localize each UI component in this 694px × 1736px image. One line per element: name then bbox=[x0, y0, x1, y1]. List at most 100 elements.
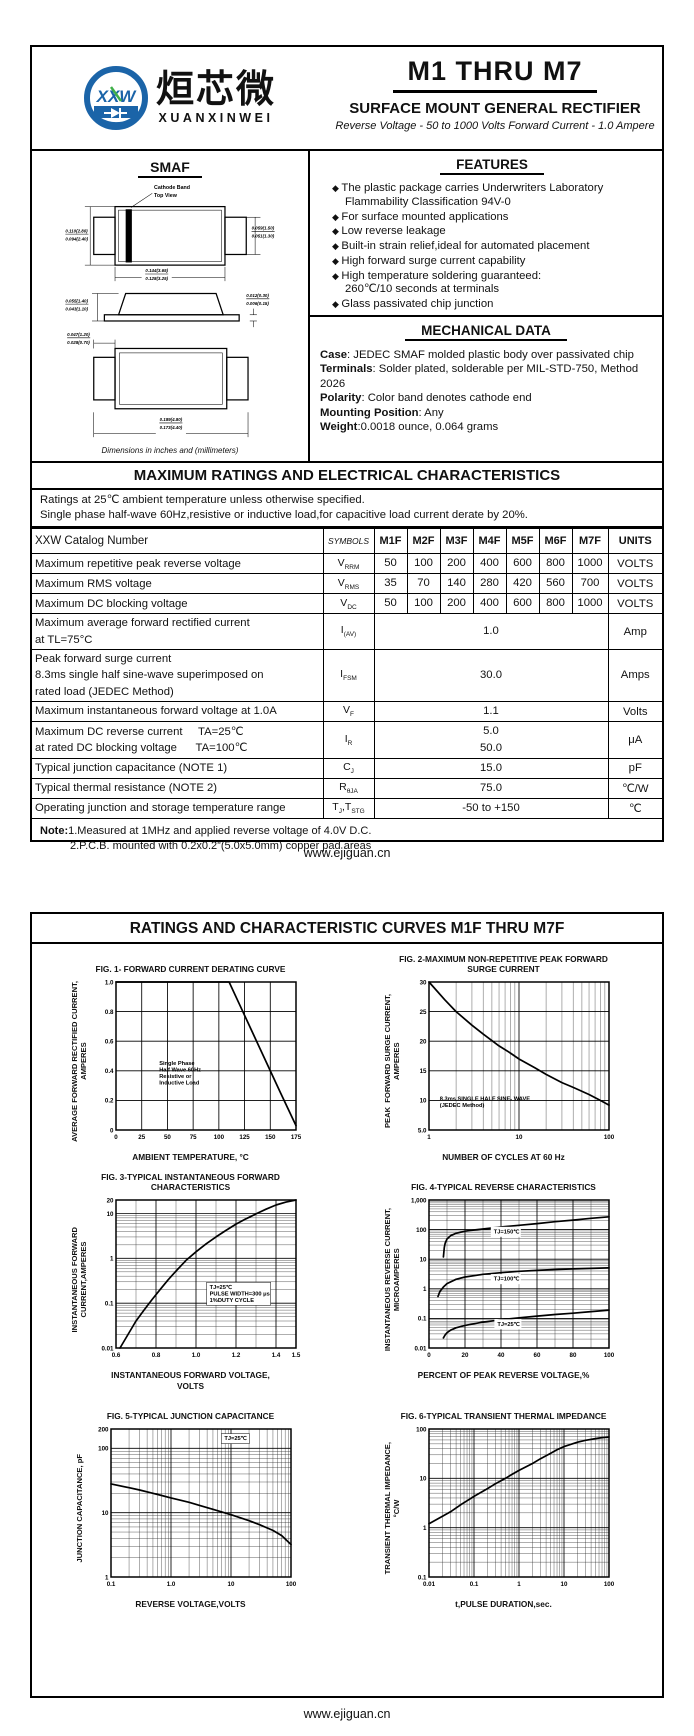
table-body: Maximum repetitive peak reverse voltage V… bbox=[32, 553, 662, 819]
svg-text:0.2: 0.2 bbox=[105, 1098, 114, 1105]
figure-2-xlabel: NUMBER OF CYCLES AT 60 Hz bbox=[442, 1152, 565, 1162]
parameter-unit: VOLTS bbox=[607, 553, 662, 575]
parameter-value: 50 bbox=[373, 593, 408, 615]
package-name: SMAF bbox=[138, 159, 202, 178]
figure-6-ylabel: TRANSIENT THERMAL IMPEDANCE, °C/W bbox=[383, 1441, 402, 1575]
figure-4-plot: 0 20 40 60 80 100 0.01 0.1 1 10 100 1,000 TJ=150℃ TJ=… bbox=[411, 1198, 615, 1360]
diode-icon bbox=[103, 108, 127, 118]
parameter-unit: pF bbox=[607, 757, 662, 779]
figure-6-title: FIG. 6-TYPICAL TRANSIENT THERMAL IMPEDAN… bbox=[400, 1411, 607, 1422]
svg-text:100: 100 bbox=[603, 1134, 614, 1141]
svg-text:1: 1 bbox=[427, 1134, 431, 1141]
figure-4-xlabel: PERCENT OF PEAK REVERSE VOLTAGE,% bbox=[417, 1370, 590, 1381]
svg-text:25: 25 bbox=[138, 1134, 145, 1141]
parameter-value: 200 bbox=[439, 553, 474, 575]
cathode-band-label: Cathode Band bbox=[154, 185, 190, 191]
svg-text:100: 100 bbox=[603, 1581, 614, 1588]
parameter-value: 100 bbox=[406, 553, 441, 575]
figure-2-plot: 1 10 100 5.0 10 15 20 25 30 8.3ms SINGLE HALF SIN… bbox=[418, 979, 615, 1141]
column-catalog-number: XXW Catalog Number bbox=[32, 528, 324, 555]
parameter-value: 50 bbox=[373, 553, 408, 575]
svg-text:0.1: 0.1 bbox=[105, 1301, 114, 1308]
parameter-value: 420 bbox=[505, 573, 540, 595]
tj-25C-curve bbox=[442, 1309, 610, 1340]
svg-text:40: 40 bbox=[497, 1352, 504, 1359]
parameter-value: -50 to +150 bbox=[373, 797, 609, 819]
page-subtitle: SURFACE MOUNT GENERAL RECTIFIER bbox=[349, 100, 641, 117]
figure-5-xlabel: REVERSE VOLTAGE,VOLTS bbox=[135, 1599, 246, 1610]
features-list: ◆ The plastic package carries Underwrite… bbox=[332, 182, 652, 312]
svg-text:1: 1 bbox=[423, 1525, 427, 1532]
footer-url[interactable]: www.ejiguan.cn bbox=[303, 846, 391, 860]
svg-text:1: 1 bbox=[423, 1286, 427, 1293]
parameter-value: 30.0 bbox=[373, 648, 609, 703]
figure-1-xlabel: AMBIENT TEMPERATURE, °C bbox=[132, 1152, 249, 1162]
figure-5: FIG. 5-TYPICAL JUNCTION CAPACITANCE JUNCT… bbox=[36, 1401, 346, 1609]
svg-text:0.8: 0.8 bbox=[151, 1352, 160, 1359]
column-part-m5f: M5F bbox=[505, 528, 540, 555]
parameter-value: 600 bbox=[505, 553, 540, 575]
charts-grid: FIG. 1- FORWARD CURRENT DERATING CURVE AV… bbox=[32, 944, 662, 1609]
svg-text:100: 100 bbox=[286, 1581, 297, 1588]
svg-text:20: 20 bbox=[419, 1039, 426, 1046]
svg-text:1.5: 1.5 bbox=[291, 1352, 300, 1359]
svg-text:20: 20 bbox=[106, 1198, 113, 1205]
header: XXW 烜芯微 XUANXINWEI M1 THRU M7 SURFACE MO… bbox=[32, 47, 662, 151]
condition-line: Single phase half-wave 60Hz,resistive or… bbox=[40, 508, 528, 521]
parameter-name: Maximum repetitive peak reverse voltage bbox=[32, 553, 324, 575]
table-row: Maximum repetitive peak reverse voltage V… bbox=[32, 553, 662, 575]
svg-text:175: 175 bbox=[290, 1134, 301, 1141]
parameter-value: 700 bbox=[571, 573, 609, 595]
svg-text:75: 75 bbox=[189, 1134, 196, 1141]
figure-1-plot: 0 25 50 75 100 125 150 175 0 0.2 0.4 0.6 0.8 1.0 Singl… bbox=[105, 979, 302, 1141]
svg-text:1.0: 1.0 bbox=[167, 1581, 176, 1588]
svg-text:20: 20 bbox=[461, 1352, 468, 1359]
parameter-name: Maximum DC blocking voltage bbox=[32, 593, 324, 615]
dim-height-max: 0.055(1.40) bbox=[65, 298, 88, 303]
parameter-value: 800 bbox=[538, 593, 573, 615]
mechanical-line: Terminals: Solder plated, solderable per… bbox=[320, 363, 639, 390]
svg-text:0.8: 0.8 bbox=[105, 1009, 114, 1016]
mechanical-line: Mounting Position: Any bbox=[320, 406, 444, 419]
svg-text:10: 10 bbox=[102, 1510, 109, 1517]
parameter-unit: Amps bbox=[607, 648, 662, 703]
footer-url[interactable]: www.ejiguan.cn bbox=[303, 1707, 391, 1721]
svg-text:10: 10 bbox=[419, 1257, 426, 1264]
parameter-name: Peak forward surge current 8.3ms single … bbox=[32, 648, 324, 703]
svg-text:(JEDEC Method): (JEDEC Method) bbox=[439, 1103, 484, 1109]
parameter-value: 1000 bbox=[571, 593, 609, 615]
parameter-value: 140 bbox=[439, 573, 474, 595]
svg-text:150: 150 bbox=[265, 1134, 276, 1141]
dim-height-min: 0.043(1.10) bbox=[65, 306, 88, 311]
svg-text:100: 100 bbox=[98, 1446, 109, 1453]
column-part-m6f: M6F bbox=[538, 528, 573, 555]
condition-line: Ratings at 25℃ ambient temperature unles… bbox=[40, 494, 365, 506]
feature-item: ◆ High forward surge current capability bbox=[332, 254, 526, 267]
svg-text:100: 100 bbox=[213, 1134, 224, 1141]
mechanical-heading: MECHANICAL DATA bbox=[405, 323, 567, 341]
figure-1-title: FIG. 1- FORWARD CURRENT DERATING CURVE bbox=[95, 964, 286, 975]
figure-2-title: FIG. 2-MAXIMUM NON-REPETITIVE PEAK FORWA… bbox=[399, 954, 608, 975]
parameter-symbol: VF bbox=[322, 701, 375, 722]
dim-lead-thickness-max: 0.012(0.30) bbox=[246, 293, 269, 298]
svg-text:0.1: 0.1 bbox=[469, 1581, 478, 1588]
note-label: Note: bbox=[40, 824, 69, 837]
dim-tab-width-min: 0.051(1.30) bbox=[252, 234, 275, 239]
brand-logo: XXW 烜芯微 XUANXINWEI bbox=[32, 47, 328, 149]
svg-text:25: 25 bbox=[419, 1009, 426, 1016]
svg-text:10: 10 bbox=[515, 1134, 522, 1141]
brand-chinese-name: 烜芯微 bbox=[155, 68, 276, 111]
figure-4-title: FIG. 4-TYPICAL REVERSE CHARACTERISTICS bbox=[411, 1182, 596, 1193]
dim-body-length-max: 0.144(3.65) bbox=[145, 268, 168, 273]
parameter-unit: ℃ bbox=[607, 797, 662, 819]
parameter-value: 100 bbox=[406, 593, 441, 615]
svg-text:0.01: 0.01 bbox=[414, 1346, 427, 1353]
junction-capacitance-curve bbox=[110, 1483, 292, 1546]
dim-body-length-min: 0.128(3.25) bbox=[145, 276, 168, 281]
parameter-name: Maximum RMS voltage bbox=[32, 573, 324, 595]
features-section: FEATURES ◆ The plastic package carries U… bbox=[310, 151, 662, 317]
figure-2-ylabel: PEAK FORWARD SURGE CURRENT, AMPERES bbox=[383, 993, 402, 1129]
ratings-conditions: Ratings at 25℃ ambient temperature unles… bbox=[32, 490, 662, 529]
svg-text:TJ=150℃: TJ=150℃ bbox=[493, 1229, 519, 1236]
parameter-symbol: VRRM bbox=[322, 553, 375, 575]
